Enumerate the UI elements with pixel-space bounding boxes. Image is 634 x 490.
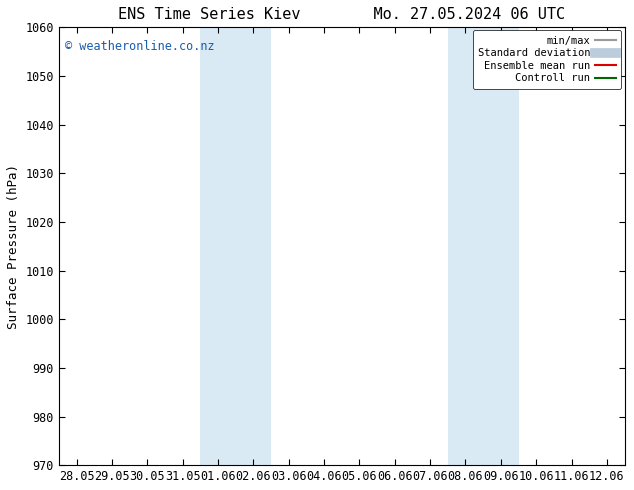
Bar [200,27,271,465]
Legend: min/max, Standard deviation, Ensemble mean run, Controll run: min/max, Standard deviation, Ensemble me… [472,30,621,89]
Text: © weatheronline.co.nz: © weatheronline.co.nz [65,40,214,53]
Bar [448,27,519,465]
Y-axis label: Surface Pressure (hPa): Surface Pressure (hPa) [7,164,20,329]
Title: ENS Time Series Kiev        Mo. 27.05.2024 06 UTC: ENS Time Series Kiev Mo. 27.05.2024 06 U… [118,7,566,22]
